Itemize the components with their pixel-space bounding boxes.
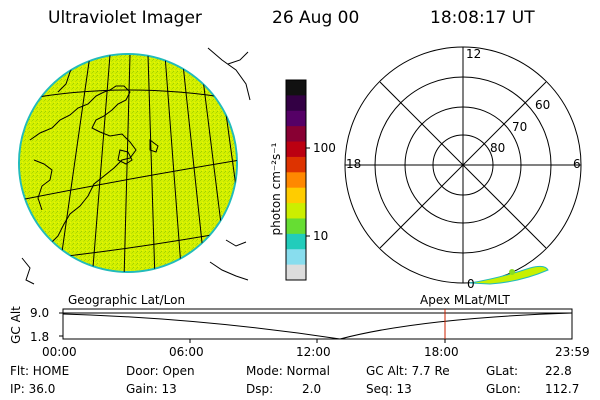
colorbar-cell <box>286 126 306 143</box>
altitude-curve <box>62 312 573 340</box>
mlt-18-label: 18 <box>346 157 362 171</box>
date-label: 26 Aug 00 <box>272 8 360 28</box>
status-glat-label: GLat: <box>486 364 519 378</box>
coastline-5 <box>149 139 159 153</box>
time-label: 18:08:17 UT <box>430 8 535 28</box>
xtick-1200: 12:00 <box>296 345 331 359</box>
coastline <box>29 85 137 253</box>
colorbar-cell <box>286 249 306 266</box>
status-gc-alt: GC Alt: 7.7 Re <box>366 364 450 378</box>
colorbar-cell <box>286 80 306 96</box>
outer-coast-4 <box>209 261 249 281</box>
xtick-0600: 06:00 <box>169 345 204 359</box>
gc-alt-axis-label: GC Alt <box>9 306 23 344</box>
status-dsp-label: Dsp: <box>246 382 274 396</box>
outer-coast-2 <box>227 51 249 65</box>
apex-label: Apex MLat/MLT <box>420 293 510 307</box>
geographic-map <box>18 47 251 285</box>
status-mode: Mode: Normal <box>246 364 330 378</box>
colorbar-tick-100: 100 <box>313 141 336 155</box>
mlat-70-label: 70 <box>512 120 528 134</box>
instrument-title: Ultraviolet Imager <box>48 8 202 28</box>
mlat-80-label: 80 <box>490 141 506 155</box>
colorbar-cell <box>286 95 306 112</box>
colorbar-cell <box>286 141 306 158</box>
colorbar-cell <box>286 264 306 281</box>
status-gain: Gain: 13 <box>126 382 177 396</box>
colorbar-cell <box>286 187 306 204</box>
outer-coast-3 <box>21 257 35 285</box>
mlt-0-label: 0 <box>467 277 475 291</box>
colorbar-cell <box>286 233 306 250</box>
status-seq: Seq: 13 <box>366 382 412 396</box>
status-dsp-value: 2.0 <box>302 382 322 396</box>
colorbar-cell <box>286 218 306 235</box>
status-flt: Flt: HOME <box>10 364 70 378</box>
status-glat-value: 22.8 <box>545 364 572 378</box>
mlt-12-label: 12 <box>466 47 482 61</box>
coastline-2 <box>33 159 53 211</box>
status-door: Door: Open <box>126 364 195 378</box>
colorbar-cell <box>286 203 306 219</box>
mlat-60-label: 60 <box>535 98 551 112</box>
auroral-emission <box>469 265 549 285</box>
mlt-6-label: 6 <box>573 157 581 171</box>
colorbar <box>285 79 310 281</box>
ytick-1-8: 1.8 <box>30 330 50 344</box>
polar-plot <box>344 46 582 285</box>
colorbar-tick-10: 10 <box>313 229 329 243</box>
status-glon-value: 112.7 <box>545 382 580 396</box>
outer-coast-5 <box>225 239 247 247</box>
colorbar-cell <box>286 172 306 189</box>
outer-coast-1 <box>207 47 251 101</box>
xtick-2359: 23:59 <box>555 345 590 359</box>
status-glon-label: GLon: <box>486 382 521 396</box>
xtick-0000: 00:00 <box>42 345 77 359</box>
xtick-1800: 18:00 <box>424 345 459 359</box>
status-ip: IP: 36.0 <box>10 382 56 396</box>
altitude-timeline <box>59 308 573 343</box>
colorbar-unit: photon cm⁻²s⁻¹ <box>269 142 283 236</box>
coastline-3 <box>117 149 133 165</box>
colorbar-cell <box>286 110 306 127</box>
colorbar-cell <box>286 156 306 173</box>
ytick-9: 9.0 <box>30 306 50 320</box>
geographic-label: Geographic Lat/Lon <box>68 293 186 307</box>
